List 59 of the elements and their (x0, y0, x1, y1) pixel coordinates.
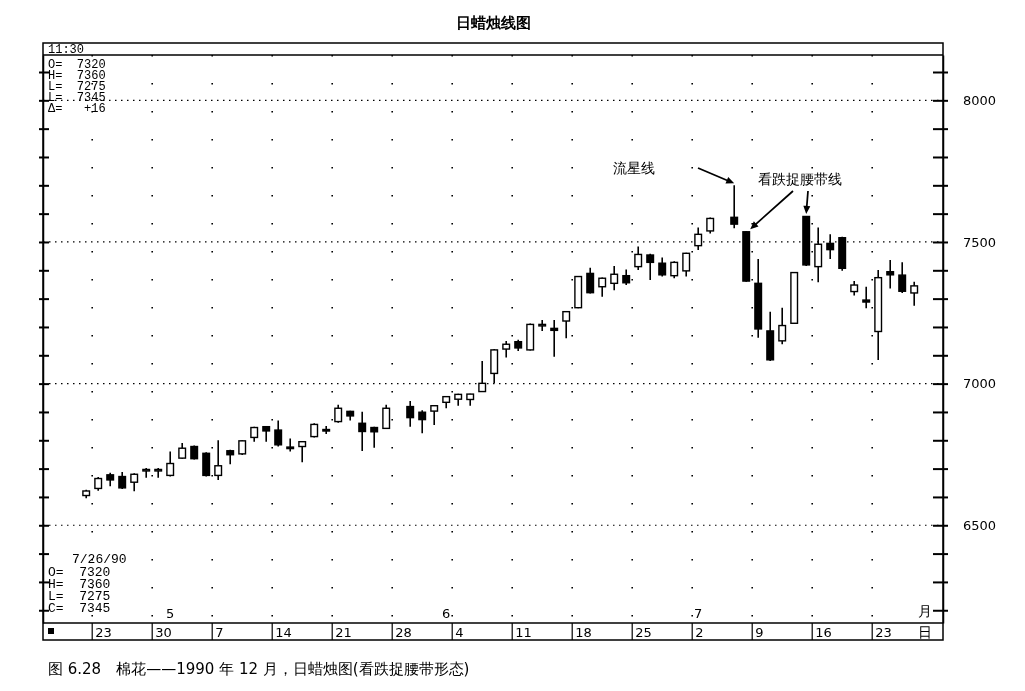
candlestick (610, 265, 619, 291)
y-tick-label: 7500 (963, 234, 997, 250)
x-tick-label: 11 (515, 625, 532, 640)
chart-title: 日蜡烛线图 (455, 14, 531, 32)
annotation: 7/26/90 (72, 552, 127, 567)
candlestick (634, 245, 643, 271)
annotation: Δ= +16 (48, 102, 106, 116)
candlestick (154, 467, 163, 479)
annotation: C= 7345 (48, 601, 111, 616)
candlestick (418, 409, 427, 434)
candlestick (778, 306, 787, 346)
annotation: 流星线 (613, 160, 655, 176)
candlestick (130, 472, 139, 493)
x-tick-label: 7 (215, 625, 224, 640)
y-tick-label: 7000 (963, 376, 997, 392)
candlestick (658, 256, 667, 278)
text: 11:30 (48, 43, 85, 57)
x-tick-label: 14 (275, 625, 292, 640)
candlestick (430, 404, 439, 426)
candlestick (142, 467, 151, 479)
x-tick-label: 23 (875, 625, 892, 640)
candlestick (886, 259, 895, 290)
annotation: 月 (918, 603, 932, 619)
x-tick-label: 30 (155, 625, 172, 640)
candlestick (358, 410, 367, 452)
annotation: H= 7360 (48, 577, 111, 592)
candlestick (910, 280, 919, 307)
caption: 图 6.28 棉花——1990 年 12 月，日蜡烛图(看跌捉腰带形态) (48, 660, 470, 678)
candlestick (586, 266, 595, 295)
x-tick-label: 4 (455, 625, 464, 640)
candlestick (166, 450, 175, 478)
candlestick (862, 285, 871, 310)
x-tick-label: 23 (95, 625, 112, 640)
x-tick-label: 18 (575, 625, 592, 640)
x-tick-label: 16 (815, 625, 832, 640)
x-tick-label: 9 (755, 625, 764, 640)
candlestick (562, 310, 571, 340)
annotation: O= 7320 (48, 565, 111, 580)
annotation: L= 7275 (48, 589, 111, 604)
candlestick (550, 319, 559, 358)
x-tick-label: 6 (442, 606, 451, 621)
x-tick-label: 5 (166, 606, 175, 621)
x-tick-label: 28 (395, 625, 412, 640)
candlestick (274, 419, 283, 448)
candlestick (286, 437, 295, 453)
candlestick (898, 261, 907, 294)
candlestick (598, 276, 607, 298)
text: 日 (918, 624, 932, 640)
candlestick (826, 233, 835, 260)
candlestick (730, 184, 739, 230)
candlestick (646, 253, 655, 281)
x-tick-label: 21 (335, 625, 352, 640)
y-tick-label: 8000 (963, 92, 997, 108)
x-tick-label: 25 (635, 625, 652, 640)
y-tick-label: 6500 (963, 517, 997, 533)
x-tick-label: 7 2 (694, 606, 704, 640)
annotation: 看跌捉腰带线 (758, 171, 842, 187)
candlestick (406, 400, 415, 428)
candlestick (298, 440, 307, 464)
